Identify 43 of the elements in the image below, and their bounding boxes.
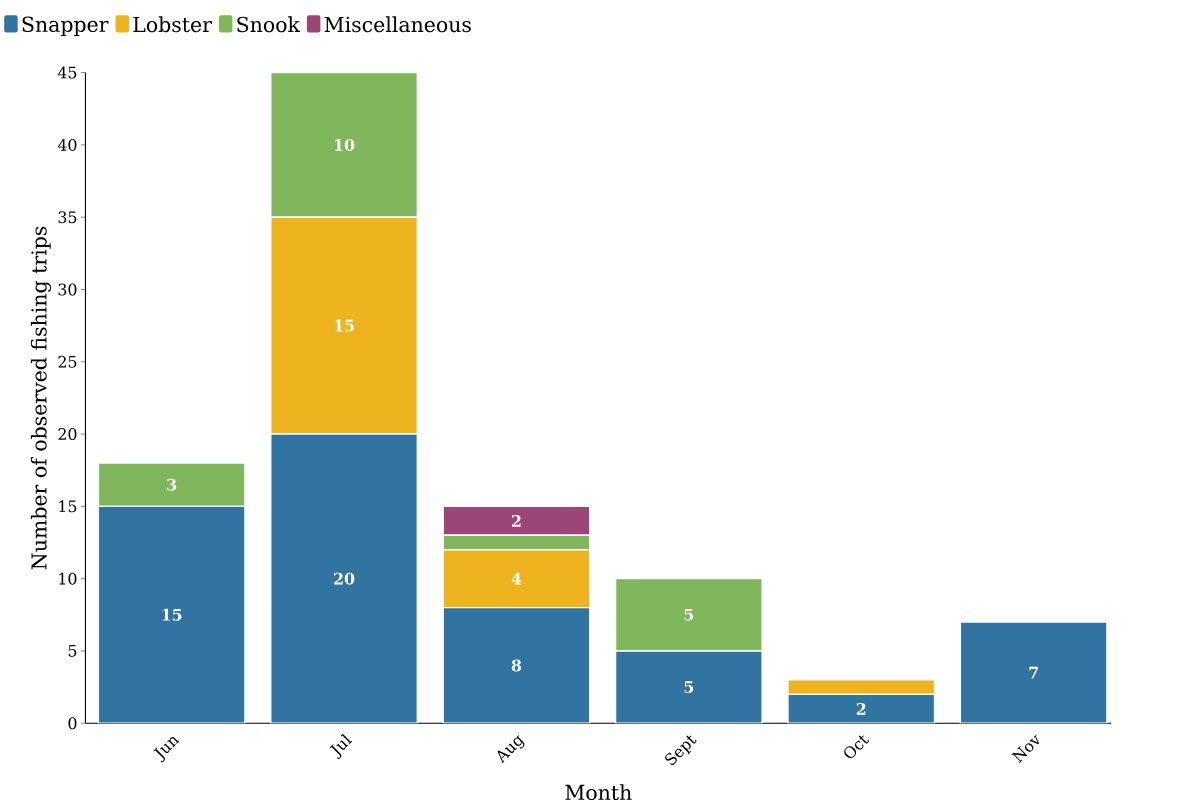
y-tick-label: 25 — [58, 355, 77, 368]
x-axis-title: Month — [565, 784, 632, 801]
bar — [270, 72, 419, 219]
bar — [97, 462, 246, 508]
bar — [442, 505, 591, 537]
data-label: 2 — [512, 515, 521, 527]
bar — [787, 693, 936, 724]
y-tick-label: 15 — [59, 500, 77, 513]
bar — [614, 650, 763, 724]
y-tick-label: 30 — [58, 283, 77, 296]
data-label: 5 — [684, 681, 694, 694]
y-tick-label: 0 — [68, 717, 77, 730]
bar — [270, 433, 419, 724]
data-label: 8 — [511, 659, 522, 672]
y-axis-title: Number of observed fishing trips — [30, 226, 51, 570]
legend-label: Lobster — [133, 16, 212, 33]
y-tick-label: 45 — [57, 66, 77, 79]
data-label: 10 — [334, 139, 355, 152]
data-label: 3 — [167, 478, 177, 491]
data-label: 5 — [684, 609, 694, 621]
data-label: 7 — [1029, 667, 1038, 679]
y-tick-label: 20 — [58, 428, 77, 441]
x-tick-label: Oct — [844, 735, 869, 759]
bar — [787, 679, 936, 696]
data-label: 4 — [511, 572, 522, 585]
legend-label: Snapper — [22, 16, 109, 37]
y-tick-label: 35 — [58, 211, 77, 224]
bar — [614, 578, 763, 652]
data-label: 20 — [334, 572, 355, 585]
bar — [959, 621, 1108, 724]
x-tick-label: Jul — [329, 733, 353, 760]
data-label: 2 — [856, 703, 866, 715]
bar — [442, 549, 591, 609]
legend-label: Snook — [237, 16, 301, 33]
y-tick-label: 10 — [59, 572, 77, 585]
data-label: 15 — [162, 608, 182, 621]
x-tick-label: Jun — [153, 737, 180, 763]
bar — [97, 505, 246, 724]
bar — [442, 607, 591, 724]
y-tick-label: 40 — [57, 139, 77, 152]
legend-label: Miscellaneous — [324, 16, 471, 33]
y-tick-label: 5 — [68, 645, 77, 657]
data-label: 15 — [334, 319, 354, 332]
